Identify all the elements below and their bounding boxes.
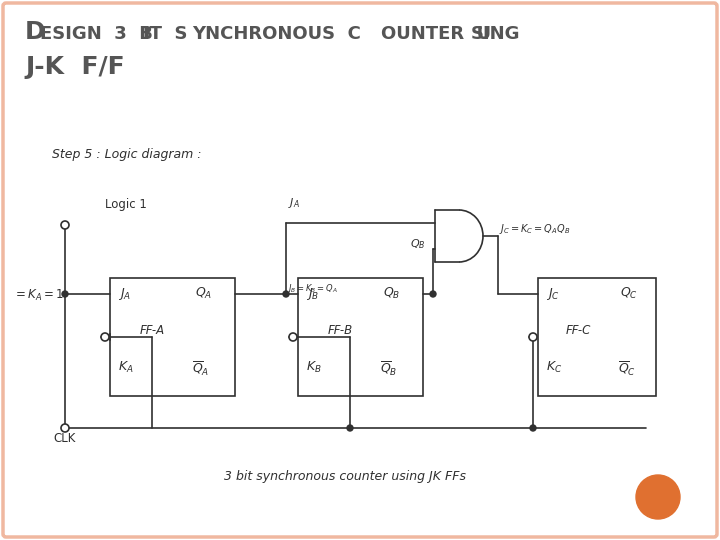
Text: YNCHRONOUS  C: YNCHRONOUS C (192, 25, 361, 43)
Circle shape (61, 221, 69, 229)
Text: $J_C$: $J_C$ (546, 286, 560, 302)
Circle shape (283, 291, 289, 297)
Text: Logic 1: Logic 1 (105, 198, 147, 211)
FancyBboxPatch shape (3, 3, 717, 537)
Text: $Q_B$: $Q_B$ (410, 237, 426, 251)
Circle shape (101, 333, 109, 341)
Text: FF-C: FF-C (566, 324, 591, 337)
Text: Step 5 : Logic diagram :: Step 5 : Logic diagram : (52, 148, 202, 161)
Text: OUNTER  U: OUNTER U (381, 25, 491, 43)
Text: $K_A$: $K_A$ (118, 360, 134, 375)
Bar (110, 278, 235, 396)
Text: $J_C=K_C=Q_AQ_B$: $J_C=K_C=Q_AQ_B$ (499, 222, 570, 236)
Text: $\overline{Q}_C$: $\overline{Q}_C$ (618, 360, 636, 378)
Circle shape (636, 475, 680, 519)
Circle shape (530, 425, 536, 431)
Circle shape (430, 291, 436, 297)
Circle shape (62, 291, 68, 297)
Text: $Q_A$: $Q_A$ (195, 286, 212, 301)
Text: $J_A$: $J_A$ (118, 286, 131, 302)
Bar (538, 278, 656, 396)
Text: $K_C$: $K_C$ (546, 360, 562, 375)
Text: FF-B: FF-B (328, 324, 353, 337)
Text: CLK: CLK (53, 432, 76, 445)
Text: $K_B$: $K_B$ (306, 360, 322, 375)
Text: $\overline{Q}_A$: $\overline{Q}_A$ (192, 360, 210, 378)
Circle shape (347, 425, 353, 431)
Circle shape (529, 333, 537, 341)
Text: IT  S: IT S (143, 25, 187, 43)
Text: $Q_C$: $Q_C$ (620, 286, 638, 301)
Text: $Q_B$: $Q_B$ (383, 286, 400, 301)
Circle shape (289, 333, 297, 341)
Text: D: D (25, 20, 45, 44)
Text: $J_A$: $J_A$ (288, 196, 300, 210)
Text: $J_B=K_B=Q_A$: $J_B=K_B=Q_A$ (287, 282, 338, 295)
Text: $=K_A=1$: $=K_A=1$ (13, 288, 64, 303)
Text: 3 bit synchronous counter using JK FFs: 3 bit synchronous counter using JK FFs (224, 470, 466, 483)
Text: $\overline{Q}_B$: $\overline{Q}_B$ (380, 360, 397, 378)
Circle shape (61, 424, 69, 432)
Bar (298, 278, 423, 396)
Text: FF-A: FF-A (140, 324, 165, 337)
Text: SING: SING (471, 25, 521, 43)
Text: $J_B$: $J_B$ (306, 286, 319, 302)
Text: J-K  F/F: J-K F/F (25, 55, 125, 79)
Text: ESIGN  3  B: ESIGN 3 B (40, 25, 153, 43)
